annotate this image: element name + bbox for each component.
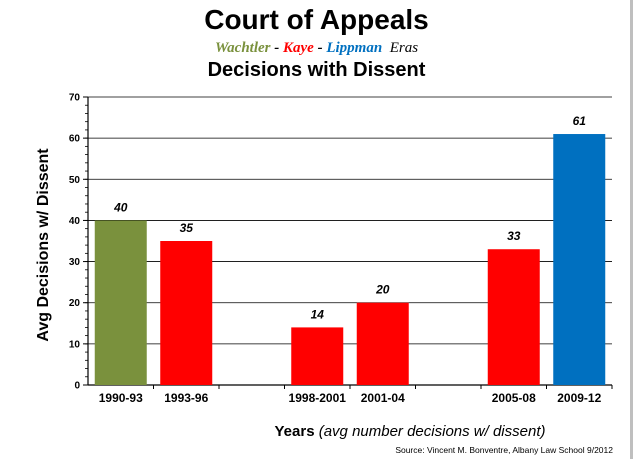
y-axis-label: Avg Decisions w/ Dissent (35, 148, 52, 342)
x-tick-label: 1998-2001 (289, 391, 347, 405)
chart-title: Court of Appeals (204, 4, 429, 35)
x-tick-label: 2005-08 (492, 391, 536, 405)
y-tick-label: 40 (69, 216, 81, 227)
data-label: 61 (573, 114, 587, 128)
data-label: 20 (375, 283, 390, 297)
era-kaye: Kaye (283, 40, 314, 56)
era-separator: - (313, 40, 327, 56)
y-tick-label: 30 (69, 257, 81, 268)
source-note: Source: Vincent M. Bonventre, Albany Law… (395, 445, 613, 455)
bar (356, 302, 409, 385)
x-axis-label-note: (avg number decisions w/ dissent) (318, 423, 546, 440)
x-tick-label: 1990-93 (99, 391, 143, 405)
bar (94, 220, 147, 385)
bar (160, 241, 213, 385)
right-edge-divider (630, 0, 633, 459)
x-axis-label: Years (avg number decisions w/ dissent) (200, 423, 620, 440)
x-tick-label: 2009-12 (557, 391, 601, 405)
chart-subtitle: Decisions with Dissent (207, 59, 426, 81)
y-tick-label: 70 (69, 93, 81, 104)
bar (291, 327, 344, 385)
era-lippman: Lippman (326, 40, 383, 56)
y-tick-label: 20 (69, 298, 81, 309)
y-tick-label: 60 (69, 134, 81, 145)
data-label: 35 (180, 221, 194, 235)
y-tick-label: 0 (74, 381, 80, 392)
era-wachtler: Wachtler (214, 40, 271, 56)
y-tick-label: 50 (69, 175, 81, 186)
x-tick-label: 2001-04 (361, 391, 405, 405)
eras-line: Wachtler - Kaye - Lippman Eras (0, 40, 633, 57)
data-label: 14 (311, 307, 325, 321)
y-tick-label: 10 (69, 339, 81, 350)
x-axis-label-main: Years (274, 423, 315, 440)
era-separator: - (270, 40, 284, 56)
bar (553, 134, 606, 385)
x-tick-label: 1993-96 (164, 391, 208, 405)
data-label: 33 (507, 229, 521, 243)
bar (487, 249, 540, 385)
data-label: 40 (113, 200, 128, 214)
eras-suffix: Eras (382, 40, 419, 56)
